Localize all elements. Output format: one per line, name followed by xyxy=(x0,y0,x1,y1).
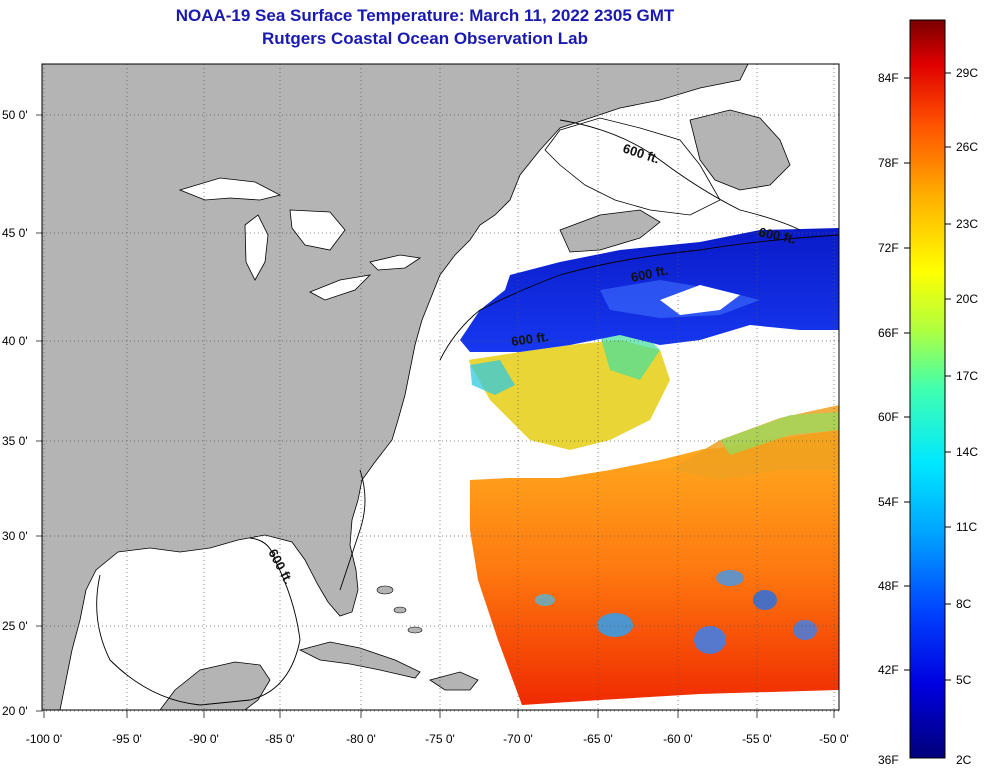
bahamas-island xyxy=(407,626,423,634)
contour-600ft xyxy=(339,469,366,591)
lon-label: -85 0' xyxy=(265,732,295,746)
great-lakes xyxy=(369,254,422,271)
land-newfoundland xyxy=(689,109,791,191)
fahrenheit-label: 36F xyxy=(878,753,899,767)
celsius-label: 23C xyxy=(956,217,978,231)
celsius-label: 17C xyxy=(956,369,978,383)
cool-eddy xyxy=(694,626,726,654)
map-frame xyxy=(41,63,840,711)
celsius-label: 26C xyxy=(956,140,978,154)
great-lakes xyxy=(178,177,282,201)
celsius-label: 11C xyxy=(956,520,977,534)
lon-label: -60 0' xyxy=(663,732,693,746)
land-hispaniola xyxy=(429,671,479,691)
contour-600ft xyxy=(96,537,301,706)
lat-label: 30 0' xyxy=(2,529,28,543)
fahrenheit-label: 54F xyxy=(878,495,899,509)
cool-patch xyxy=(470,360,515,395)
cloud-cover xyxy=(430,375,839,480)
cool-eddy xyxy=(753,590,777,610)
lon-label: -65 0' xyxy=(583,732,613,746)
colorbar-ticks xyxy=(904,72,951,681)
lon-label: -50 0' xyxy=(819,732,849,746)
land-yucatan xyxy=(159,661,271,710)
latitude-labels: 50 0' 45 0' 40 0' 35 0' 30 0' 25 0' 20 0… xyxy=(2,108,28,718)
fahrenheit-label: 72F xyxy=(878,241,899,255)
great-lakes xyxy=(309,274,372,301)
lon-label: -80 0' xyxy=(346,732,376,746)
fahrenheit-label: 60F xyxy=(878,410,899,424)
celsius-label: 14C xyxy=(956,445,978,459)
lon-label: -90 0' xyxy=(189,732,219,746)
fahrenheit-label: 78F xyxy=(878,156,899,170)
contour-label: 600 ft. xyxy=(510,329,549,349)
cool-eddy xyxy=(535,594,555,606)
celsius-label: 5C xyxy=(956,673,972,687)
cool-patch xyxy=(600,330,660,380)
swath-nodata xyxy=(430,350,522,710)
colorbar-fahrenheit-labels: 84F 78F 72F 66F 60F 54F 48F 42F 36F xyxy=(878,71,899,767)
celsius-label: 20C xyxy=(956,292,978,306)
cool-eddy xyxy=(597,613,633,637)
gulf-of-st-lawrence xyxy=(544,117,721,216)
great-lakes xyxy=(244,214,269,281)
lon-label: -95 0' xyxy=(112,732,142,746)
lon-label: -55 0' xyxy=(742,732,772,746)
celsius-label: 29C xyxy=(956,66,978,80)
longitude-labels: -100 0' -95 0' -90 0' -85 0' -80 0' -75 … xyxy=(26,732,849,746)
fahrenheit-label: 66F xyxy=(878,326,899,340)
cool-eddy xyxy=(793,620,817,640)
lat-label: 35 0' xyxy=(2,434,28,448)
cloud-cover xyxy=(660,285,740,315)
celsius-label: 2C xyxy=(956,753,972,767)
contour-600ft xyxy=(439,234,839,361)
map-layers xyxy=(42,64,839,710)
fahrenheit-label: 84F xyxy=(878,71,899,85)
lat-label: 50 0' xyxy=(2,108,28,122)
contour-600ft xyxy=(559,119,801,231)
bahamas-island xyxy=(393,606,407,614)
map-title: NOAA-19 Sea Surface Temperature: March 1… xyxy=(175,6,675,25)
fahrenheit-label: 48F xyxy=(878,579,899,593)
great-lakes xyxy=(289,209,346,251)
lat-label: 20 0' xyxy=(2,704,28,718)
lat-label: 45 0' xyxy=(2,226,28,240)
lon-label: -75 0' xyxy=(425,732,455,746)
celsius-label: 8C xyxy=(956,597,972,611)
lon-label: -100 0' xyxy=(26,732,62,746)
cool-eddy xyxy=(716,570,744,586)
land-north-america xyxy=(42,64,749,710)
graticule xyxy=(36,64,839,718)
warm-water-region xyxy=(470,430,839,705)
map-subtitle: Rutgers Coastal Ocean Observation Lab xyxy=(262,29,588,48)
eastern-green-band xyxy=(720,412,839,455)
land-cuba xyxy=(298,641,421,679)
fahrenheit-label: 42F xyxy=(878,663,899,677)
lon-label: -70 0' xyxy=(503,732,533,746)
cloud-cover xyxy=(690,330,839,400)
colorbar-celsius-labels: 29C 26C 23C 20C 17C 14C 11C 8C 5C 2C xyxy=(956,66,978,767)
bahamas-island xyxy=(376,585,394,595)
lat-label: 25 0' xyxy=(2,619,28,633)
land-nova-scotia xyxy=(559,209,661,253)
lat-label: 40 0' xyxy=(2,334,28,348)
colorbar xyxy=(909,19,946,759)
